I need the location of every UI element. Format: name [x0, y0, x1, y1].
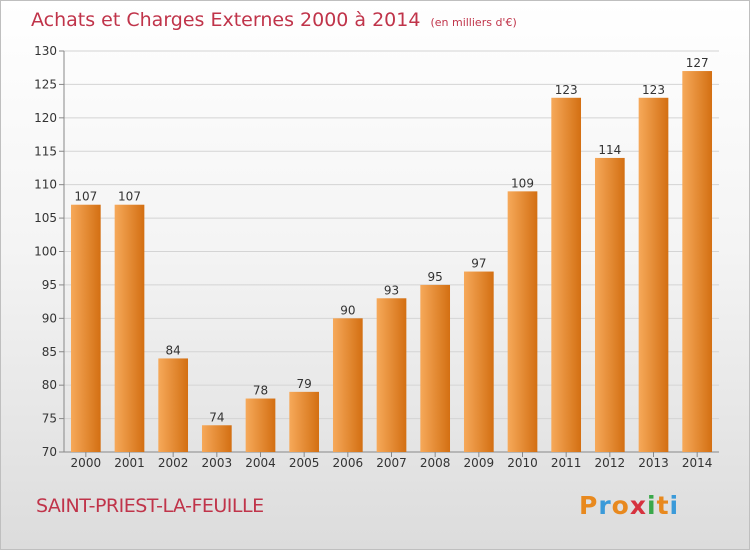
logo-letter: i	[669, 491, 680, 520]
y-tick-label: 105	[34, 211, 57, 225]
y-tick-label: 95	[42, 278, 57, 292]
x-tick-label: 2011	[551, 456, 582, 470]
logo-letter: o	[611, 491, 630, 520]
bar-value-label: 107	[118, 190, 141, 204]
chart-title-text: Achats et Charges Externes 2000 à 2014	[31, 9, 421, 31]
chart-unit: (en milliers d'€)	[430, 16, 517, 29]
bar-value-label: 109	[511, 176, 534, 190]
x-tick-label: 2009	[464, 456, 495, 470]
x-tick-label: 2013	[638, 456, 669, 470]
bar	[420, 284, 451, 452]
x-tick-label: 2008	[420, 456, 451, 470]
y-tick-label: 130	[34, 44, 57, 58]
place-name: SAINT-PRIEST-LA-FEUILLE	[36, 495, 264, 517]
chart-title: Achats et Charges Externes 2000 à 2014 (e…	[31, 9, 517, 31]
x-tick-label: 2007	[376, 456, 407, 470]
bar	[594, 157, 625, 452]
y-tick-label: 100	[34, 245, 57, 259]
bar	[463, 271, 494, 452]
logo-letter: t	[656, 491, 670, 520]
y-tick-label: 90	[42, 311, 57, 325]
bar-value-label: 97	[471, 257, 486, 271]
bar	[332, 318, 363, 452]
bar-value-label: 79	[297, 377, 312, 391]
proxiti-logo: Proxiti	[579, 491, 679, 520]
bar	[551, 97, 582, 453]
bar-value-label: 90	[340, 303, 355, 317]
bar-value-label: 95	[428, 270, 443, 284]
y-tick-label: 120	[34, 111, 57, 125]
x-tick-label: 2005	[289, 456, 320, 470]
y-tick-label: 85	[42, 345, 57, 359]
logo-letter: P	[579, 491, 599, 520]
x-tick-label: 2000	[71, 456, 102, 470]
y-tick-label: 125	[34, 77, 57, 91]
bar	[70, 204, 101, 452]
x-tick-label: 2014	[682, 456, 713, 470]
bar-value-label: 114	[598, 143, 621, 157]
bar-value-label: 84	[166, 343, 181, 357]
y-tick-label: 80	[42, 378, 57, 392]
x-tick-label: 2010	[507, 456, 538, 470]
bar-chart: 70 75 80 85 90 95 100 105 110 115 120 125 130 2000 200…	[34, 44, 719, 470]
bar-value-label: 93	[384, 283, 399, 297]
bar	[201, 425, 232, 452]
x-tick-label: 2006	[333, 456, 364, 470]
bar	[158, 358, 189, 452]
y-tick-label: 70	[42, 445, 57, 459]
x-tick-label: 2001	[114, 456, 145, 470]
bar-value-label: 123	[555, 83, 578, 97]
x-tick-label: 2012	[595, 456, 626, 470]
bar-value-label: 78	[253, 384, 268, 398]
x-tick-label: 2002	[158, 456, 189, 470]
bar-value-label: 74	[209, 410, 224, 424]
bar	[638, 97, 669, 453]
logo-letter: x	[629, 491, 647, 520]
y-tick-label: 110	[34, 178, 57, 192]
x-tick-label: 2004	[245, 456, 276, 470]
logo-letter: r	[598, 491, 612, 520]
bar-value-label: 107	[74, 190, 97, 204]
bar	[245, 398, 276, 452]
bar-value-label: 123	[642, 83, 665, 97]
y-tick-label: 115	[34, 144, 57, 158]
bar	[114, 204, 145, 452]
bar	[507, 191, 538, 452]
bar	[682, 71, 713, 453]
bar-value-label: 127	[686, 56, 709, 70]
logo-letter: i	[647, 491, 657, 520]
x-tick-label: 2003	[202, 456, 233, 470]
bar	[289, 391, 320, 452]
bar	[376, 298, 407, 452]
y-tick-label: 75	[42, 412, 57, 426]
